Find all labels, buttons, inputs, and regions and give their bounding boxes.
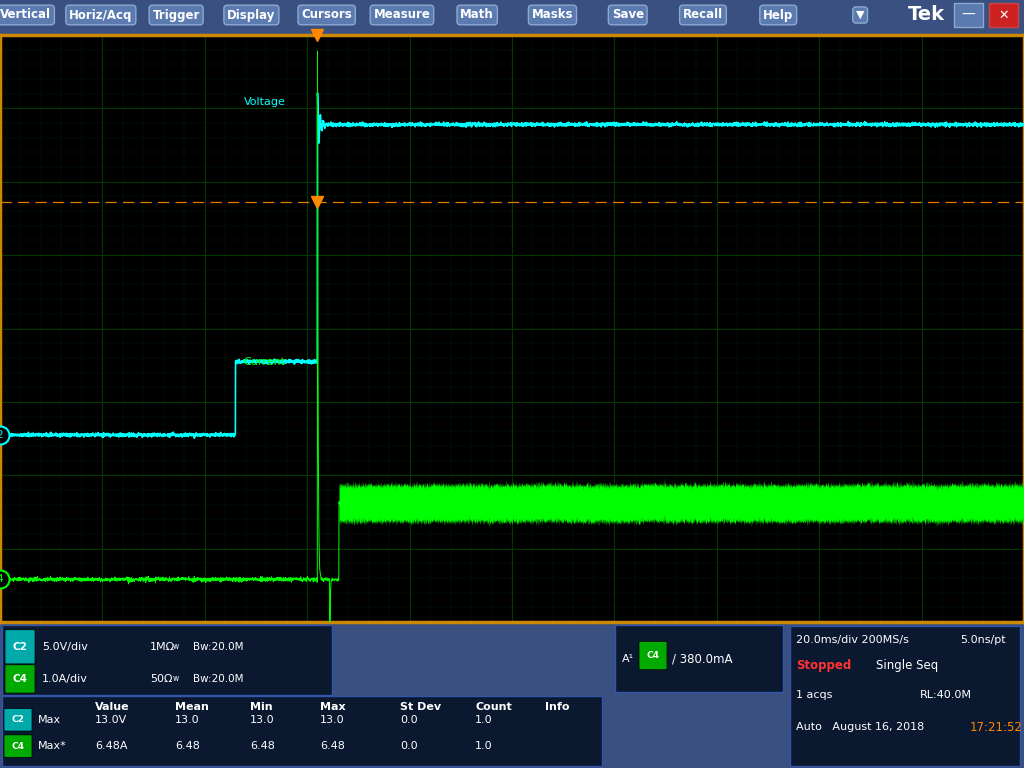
- Text: Max*: Max*: [38, 741, 67, 751]
- Bar: [2, 696, 602, 766]
- Text: A¹: A¹: [622, 654, 634, 664]
- Text: Stopped: Stopped: [796, 659, 851, 672]
- Text: Info: Info: [545, 702, 569, 712]
- Text: Bw:20.0M: Bw:20.0M: [193, 674, 244, 684]
- FancyBboxPatch shape: [4, 735, 32, 757]
- Text: Max: Max: [319, 702, 346, 712]
- Bar: [790, 626, 1020, 766]
- FancyBboxPatch shape: [5, 665, 35, 693]
- Text: C4: C4: [11, 742, 25, 750]
- Text: Mean: Mean: [175, 702, 209, 712]
- Text: 4: 4: [0, 574, 3, 584]
- Text: RL:40.0M: RL:40.0M: [920, 690, 972, 700]
- Text: Max: Max: [38, 715, 61, 725]
- FancyBboxPatch shape: [5, 630, 35, 664]
- Text: Display: Display: [227, 8, 275, 22]
- Text: Current: Current: [244, 357, 286, 367]
- Text: Save: Save: [611, 8, 644, 22]
- Text: Trigger: Trigger: [153, 8, 200, 22]
- Bar: [615, 625, 783, 692]
- FancyBboxPatch shape: [4, 709, 32, 731]
- Text: 1.0: 1.0: [475, 715, 493, 725]
- Bar: [954, 3, 983, 27]
- Text: 1 acqs: 1 acqs: [796, 690, 833, 700]
- Text: Single Seq: Single Seq: [876, 659, 938, 672]
- Text: 6.48: 6.48: [175, 741, 200, 751]
- Text: C2: C2: [12, 642, 28, 652]
- Text: 1MΩ: 1MΩ: [150, 642, 175, 652]
- Text: Tek: Tek: [908, 5, 945, 25]
- Text: Math: Math: [461, 8, 494, 22]
- Text: 0.0: 0.0: [400, 715, 418, 725]
- Text: Horiz/Acq: Horiz/Acq: [70, 8, 132, 22]
- Text: 13.0V: 13.0V: [95, 715, 127, 725]
- Text: 1.0A/div: 1.0A/div: [42, 674, 88, 684]
- Text: 0.0: 0.0: [400, 741, 418, 751]
- Text: Bw:20.0M: Bw:20.0M: [193, 642, 244, 652]
- Text: C4: C4: [12, 674, 28, 684]
- Text: —: —: [962, 8, 976, 22]
- Text: Masks: Masks: [531, 8, 573, 22]
- Text: 20.0ms/div 200MS/s: 20.0ms/div 200MS/s: [796, 634, 909, 644]
- Text: 6.48: 6.48: [250, 741, 274, 751]
- Text: 6.48: 6.48: [319, 741, 345, 751]
- Text: w: w: [173, 642, 179, 651]
- Text: Min: Min: [250, 702, 272, 712]
- FancyBboxPatch shape: [639, 641, 667, 670]
- Text: w: w: [173, 674, 179, 684]
- Text: 5.0ns/pt: 5.0ns/pt: [961, 634, 1006, 644]
- Text: Value: Value: [95, 702, 130, 712]
- Text: C2: C2: [11, 715, 25, 724]
- Text: ▼: ▼: [856, 10, 864, 20]
- Text: 13.0: 13.0: [175, 715, 200, 725]
- Text: 13.0: 13.0: [250, 715, 274, 725]
- Text: Cursors: Cursors: [301, 8, 352, 22]
- Text: ✕: ✕: [998, 8, 1009, 22]
- Text: 2: 2: [0, 430, 3, 440]
- Text: / 380.0mA: / 380.0mA: [672, 652, 732, 665]
- Text: Vertical: Vertical: [0, 8, 51, 22]
- Text: St Dev: St Dev: [400, 702, 441, 712]
- Text: C4: C4: [646, 651, 659, 660]
- Text: Help: Help: [763, 8, 794, 22]
- Text: 50Ω: 50Ω: [150, 674, 172, 684]
- Text: 17:21:52: 17:21:52: [970, 720, 1023, 733]
- Bar: [2, 625, 332, 695]
- Text: Count: Count: [475, 702, 512, 712]
- Bar: [989, 3, 1018, 27]
- Text: Voltage: Voltage: [244, 97, 286, 107]
- Text: Recall: Recall: [683, 8, 723, 22]
- Text: 5.0V/div: 5.0V/div: [42, 642, 88, 652]
- Text: 13.0: 13.0: [319, 715, 345, 725]
- Text: Measure: Measure: [374, 8, 430, 22]
- Text: 1.0: 1.0: [475, 741, 493, 751]
- Text: 6.48A: 6.48A: [95, 741, 128, 751]
- Text: Auto   August 16, 2018: Auto August 16, 2018: [796, 722, 925, 732]
